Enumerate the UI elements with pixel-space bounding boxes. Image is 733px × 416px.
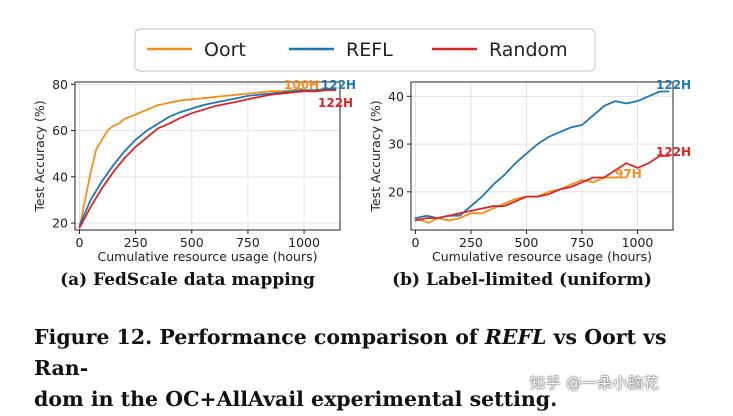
y-tick-label: 40 (52, 169, 68, 184)
grid-a (75, 82, 340, 230)
x-tick-label: 750 (236, 235, 260, 250)
legend-label-oort: Oort (204, 39, 246, 61)
subtitle-a: (a) FedScale data mapping (60, 270, 315, 290)
x-tick-label: 500 (180, 235, 204, 250)
series-line-refl (414, 90, 670, 220)
x-tick-label: 750 (570, 235, 594, 250)
x-axis-label-b: Cumulative resource usage (hours) (432, 249, 652, 264)
annotation-a-refl: 122H (321, 78, 356, 92)
legend-frame (134, 28, 596, 72)
y-tick-label: 20 (388, 184, 404, 199)
annotation-b-refl: 122H (656, 78, 691, 92)
plot-frame-a (74, 81, 341, 231)
series-line-oort (78, 88, 303, 229)
annotation-b-oort: 97H (615, 167, 642, 181)
legend-label-random: Random (489, 39, 568, 61)
series-lines-b (414, 90, 670, 224)
y-axis-label-b: Test Accuracy (%) (368, 100, 383, 212)
caption-italic: REFL (484, 325, 547, 349)
plot-frame-b (410, 81, 674, 231)
x-axis-label-a: Cumulative resource usage (hours) (98, 249, 318, 264)
x-tick-label: 0 (76, 235, 84, 250)
annotation-a-random: 122H (318, 96, 353, 110)
x-tick-label: 1000 (622, 235, 654, 250)
legend-label-refl: REFL (346, 39, 393, 61)
chart-panel-a: 0 250 500 750 1000 20 40 60 80 Cumulative resour… (32, 77, 356, 290)
chart-panel-b: 0 250 500 750 1000 20 30 40 Cumulative resource… (368, 78, 691, 290)
watermark-text: 知乎 @一朵小脑花 (530, 374, 660, 392)
subtitle-b: (b) Label-limited (uniform) (392, 270, 652, 290)
annotation-b-random: 122H (656, 145, 691, 159)
series-line-random (414, 155, 670, 222)
y-tick-label: 30 (388, 137, 404, 152)
annotation-a-oort: 100H (284, 78, 319, 92)
y-tick-label: 40 (388, 89, 404, 104)
caption-part2: vs Oort vs Ran- (34, 325, 667, 380)
ticks-a: 0 250 500 750 1000 20 40 60 80 (52, 77, 320, 250)
x-tick-label: 250 (459, 235, 483, 250)
series-line-refl (78, 88, 337, 227)
caption-part1: Figure 12. Performance comparison of (34, 325, 485, 349)
legend: Oort REFL Random (134, 28, 596, 72)
series-line-random (78, 89, 337, 229)
x-tick-label: 500 (515, 235, 539, 250)
y-axis-label-a: Test Accuracy (%) (32, 100, 47, 212)
y-tick-label: 80 (52, 77, 68, 92)
x-tick-label: 250 (124, 235, 148, 250)
x-tick-label: 1000 (288, 235, 320, 250)
y-tick-label: 20 (52, 216, 68, 231)
y-tick-label: 60 (52, 123, 68, 138)
figure-caption: Figure 12. Performance comparison of REF… (34, 322, 714, 415)
grid-b (411, 82, 673, 230)
series-line-oort (414, 176, 628, 224)
series-lines-a (78, 88, 337, 229)
caption-line2: dom in the OC+AllAvail experimental sett… (34, 387, 558, 411)
ticks-b: 0 250 500 750 1000 20 30 40 (388, 89, 653, 250)
x-tick-label: 0 (411, 235, 419, 250)
